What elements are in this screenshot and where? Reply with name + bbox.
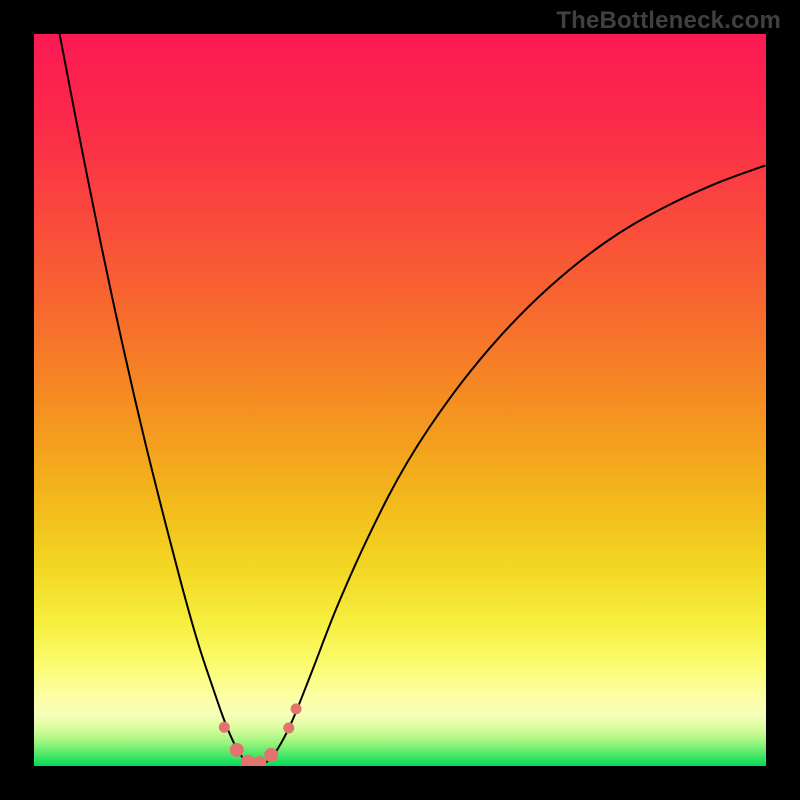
curve-marker <box>265 749 278 762</box>
chart-root: TheBottleneck.com <box>0 0 800 800</box>
watermark-text: TheBottleneck.com <box>556 7 781 35</box>
bottleneck-curve <box>60 34 765 766</box>
curve-marker <box>284 723 294 733</box>
curve-marker <box>253 757 266 766</box>
bottleneck-curve-layer <box>34 34 766 766</box>
curve-marker <box>241 755 254 766</box>
curve-marker <box>230 743 243 756</box>
curve-marker <box>291 704 301 714</box>
curve-marker <box>219 722 229 732</box>
